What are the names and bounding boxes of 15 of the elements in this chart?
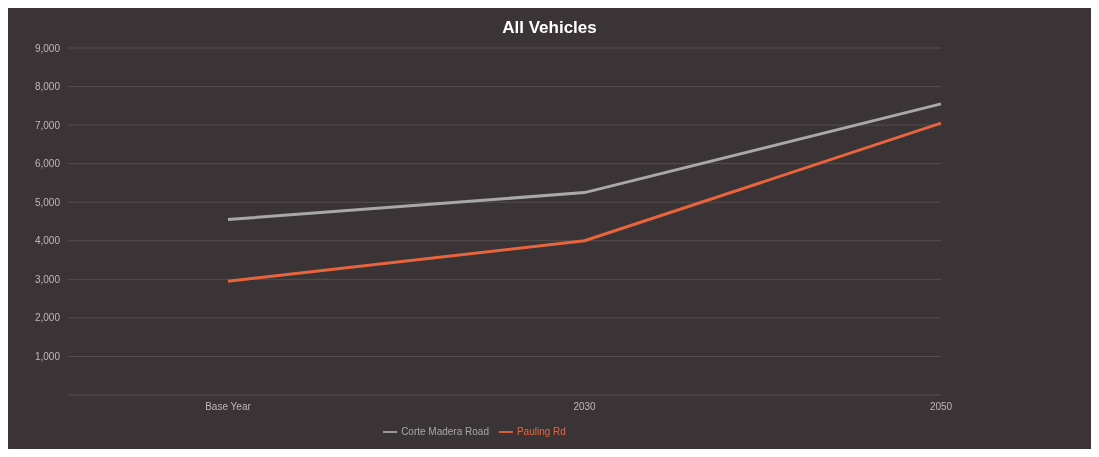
y-tick-label: 7,000 xyxy=(34,119,61,131)
y-tick-label: 9,000 xyxy=(34,42,61,54)
y-tick-label: 6,000 xyxy=(34,158,61,170)
y-tick-label: 4,000 xyxy=(34,235,61,247)
legend-label: Corte Madera Road xyxy=(401,425,489,437)
y-tick-label: 1,000 xyxy=(34,350,61,362)
x-tick-label: Base Year xyxy=(205,401,252,413)
x-tick-label: 2050 xyxy=(929,401,953,413)
y-tick-label: 2,000 xyxy=(34,312,61,324)
y-tick-label: 5,000 xyxy=(34,196,61,208)
legend-label: Pauling Rd xyxy=(516,425,566,437)
y-tick-label: 8,000 xyxy=(34,81,61,93)
y-tick-label: 3,000 xyxy=(34,273,61,285)
x-tick-label: 2030 xyxy=(573,401,597,413)
chart-title: All Vehicles xyxy=(501,18,598,38)
